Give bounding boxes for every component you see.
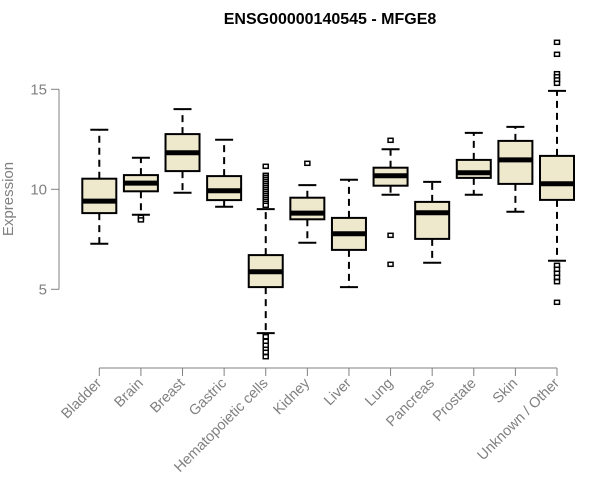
outlier-point: [262, 333, 269, 340]
box-bladder: [81, 128, 118, 245]
x-tick-label: Breast: [147, 376, 188, 417]
box-skin: [497, 125, 534, 213]
outlier-point: [137, 217, 145, 223]
y-tick-label: 15: [30, 81, 47, 98]
x-tick-label: Bladder: [58, 375, 105, 422]
outlier-point: [262, 349, 269, 356]
iqr-box: [539, 154, 575, 201]
y-tick-label: 10: [30, 181, 47, 198]
iqr-box: [289, 196, 326, 221]
box-kidney: [289, 160, 326, 244]
iqr-box: [81, 177, 118, 215]
box-hematopoietic-cells: [247, 163, 284, 360]
box-liver: [330, 178, 367, 289]
outlier-point: [387, 137, 394, 144]
outlier-point: [553, 299, 561, 306]
x-tick-label: Prostate: [430, 376, 479, 425]
x-tick-label: Skin: [490, 376, 521, 407]
outlier-point: [553, 39, 561, 46]
x-tick-label: Kidney: [271, 375, 314, 418]
box-brain: [122, 156, 159, 223]
iqr-box: [414, 200, 451, 240]
iqr-box: [206, 175, 243, 202]
x-tick-label: Liver: [321, 375, 355, 409]
box-unknown-other: [539, 39, 575, 306]
outlier-point: [553, 278, 561, 285]
outlier-point: [553, 51, 561, 58]
chart-title: ENSG00000140545 - MFGE8: [224, 11, 437, 28]
outlier-point: [387, 261, 394, 268]
outlier-point: [262, 202, 269, 209]
x-tick-label: Lung: [362, 376, 396, 410]
y-tick-label: 5: [39, 281, 47, 298]
outlier-point: [387, 232, 394, 239]
x-tick-label: Brain: [111, 376, 146, 411]
outlier-point: [553, 80, 561, 87]
box-breast: [164, 108, 201, 194]
outlier-point: [262, 163, 269, 170]
outlier-point: [553, 274, 561, 281]
box-pancreas: [414, 180, 451, 264]
outlier-point: [262, 353, 269, 360]
box-gastric: [206, 138, 243, 208]
y-axis-label: Expression: [0, 162, 17, 236]
box-lung: [372, 137, 409, 268]
outlier-point: [304, 160, 311, 167]
box-prostate: [455, 131, 492, 196]
